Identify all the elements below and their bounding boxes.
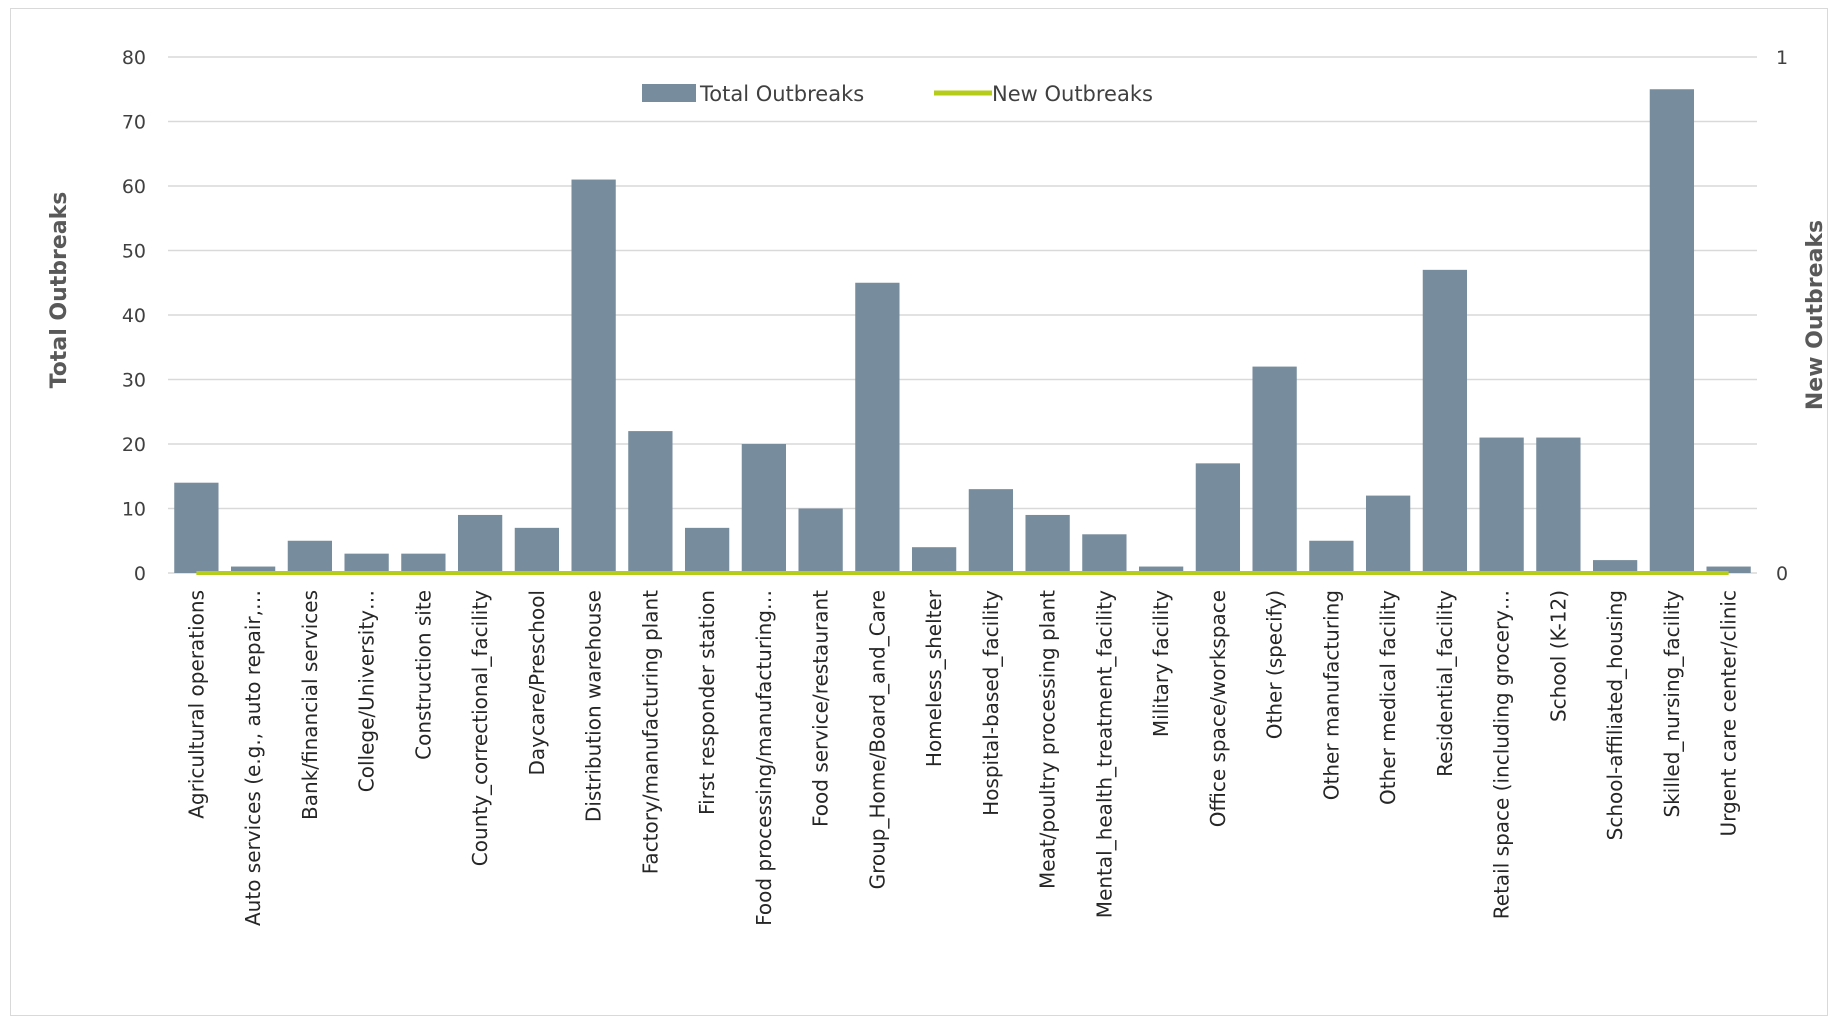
category-label: Agricultural operations: [184, 590, 208, 819]
legend-label-new-outbreaks: New Outbreaks: [992, 82, 1153, 106]
category-labels: Agricultural operations Auto services (e.…: [184, 589, 1740, 926]
bar-total-outbreaks: [1706, 566, 1751, 573]
category-label: Other (specify): [1263, 590, 1287, 739]
bar-total-outbreaks: [514, 527, 560, 573]
bar-total-outbreaks: [684, 527, 730, 573]
category-label: Auto services (e.g., auto repair,…: [241, 590, 265, 926]
legend: Total Outbreaks New Outbreaks: [642, 82, 1153, 106]
legend-swatch-total-outbreaks: [642, 84, 696, 102]
left-tick-label: 20: [122, 434, 146, 456]
category-label: Skilled_nursing_facility: [1660, 590, 1684, 818]
category-label: Military facility: [1149, 590, 1173, 737]
bar-total-outbreaks: [1649, 89, 1695, 573]
category-label: School-affiliated_housing: [1603, 590, 1627, 840]
category-label: Meat/poultry processing plant: [1036, 590, 1060, 889]
left-tick-label: 70: [122, 112, 146, 134]
bar-total-outbreaks: [230, 566, 276, 573]
category-label: Urgent care center/clinic: [1717, 590, 1741, 837]
bar-total-outbreaks: [287, 540, 333, 573]
right-tick-label: 0: [1776, 563, 1788, 585]
bar-total-outbreaks: [1592, 560, 1638, 573]
chart-frame: [10, 8, 1828, 1016]
bar-total-outbreaks: [571, 179, 616, 574]
bar-total-outbreaks: [1479, 437, 1524, 573]
left-tick-label: 0: [134, 563, 146, 585]
category-label: Residential_facility: [1433, 590, 1457, 777]
category-label: Group_Home/Board_and_Care: [865, 590, 889, 889]
category-label: Bank/financial services: [298, 590, 322, 820]
bar-total-outbreaks: [1082, 534, 1127, 573]
left-tick-label: 50: [122, 241, 146, 263]
category-label: Construction site: [411, 590, 435, 760]
category-label: Daycare/Preschool: [525, 590, 549, 776]
bar-total-outbreaks: [798, 508, 843, 573]
category-label: Food service/restaurant: [809, 590, 833, 827]
bar-total-outbreaks: [968, 489, 1014, 573]
bar-total-outbreaks: [1536, 437, 1581, 573]
bars: [174, 89, 1751, 574]
bar-total-outbreaks: [1138, 566, 1184, 573]
y-axis-title-right: New Outbreaks: [1803, 220, 1828, 410]
category-label: College/University…: [355, 590, 379, 792]
category-label: Factory/manufacturing plant: [638, 590, 662, 874]
category-label: Hospital-based_facility: [979, 590, 1003, 816]
category-label: Mental_health_treatment_facility: [1092, 590, 1116, 918]
bar-total-outbreaks: [1309, 540, 1354, 573]
bar-total-outbreaks: [1422, 269, 1468, 573]
bar-total-outbreaks: [911, 547, 957, 573]
left-axis-ticks: 0 10 20 30 40 50 60 70 80: [122, 47, 146, 585]
left-tick-label: 40: [122, 305, 146, 327]
category-label: School (K-12): [1546, 590, 1570, 722]
left-tick-label: 60: [122, 176, 146, 198]
bar-total-outbreaks: [344, 553, 389, 573]
right-axis-ticks: 01: [1776, 47, 1788, 585]
bar-total-outbreaks: [1365, 495, 1411, 573]
category-label: Homeless_shelter: [922, 589, 946, 767]
category-label: Retail space (including grocery…: [1490, 590, 1514, 919]
bar-total-outbreaks: [457, 514, 503, 573]
bar-total-outbreaks: [741, 444, 787, 573]
bar-total-outbreaks: [855, 282, 900, 573]
left-tick-label: 30: [122, 370, 146, 392]
bar-total-outbreaks: [1025, 514, 1070, 573]
category-label: Other medical facility: [1376, 590, 1400, 805]
left-tick-label: 80: [122, 47, 146, 69]
bar-total-outbreaks: [628, 431, 673, 573]
left-tick-label: 10: [122, 499, 146, 521]
category-label: Distribution warehouse: [582, 590, 606, 822]
category-label: First responder station: [695, 590, 719, 815]
bar-total-outbreaks: [1195, 463, 1241, 573]
bar-total-outbreaks: [401, 553, 446, 573]
right-tick-label: 1: [1776, 47, 1788, 69]
bar-total-outbreaks: [1252, 366, 1297, 573]
category-label: Office space/workspace: [1206, 590, 1230, 827]
legend-label-total-outbreaks: Total Outbreaks: [699, 82, 864, 106]
y-axis-title-left: Total Outbreaks: [47, 192, 72, 389]
category-label: Food processing/manufacturing…: [752, 590, 776, 926]
category-label: County_correctional_facility: [468, 590, 492, 866]
bar-total-outbreaks: [174, 482, 219, 573]
category-label: Other manufacturing: [1319, 590, 1343, 800]
